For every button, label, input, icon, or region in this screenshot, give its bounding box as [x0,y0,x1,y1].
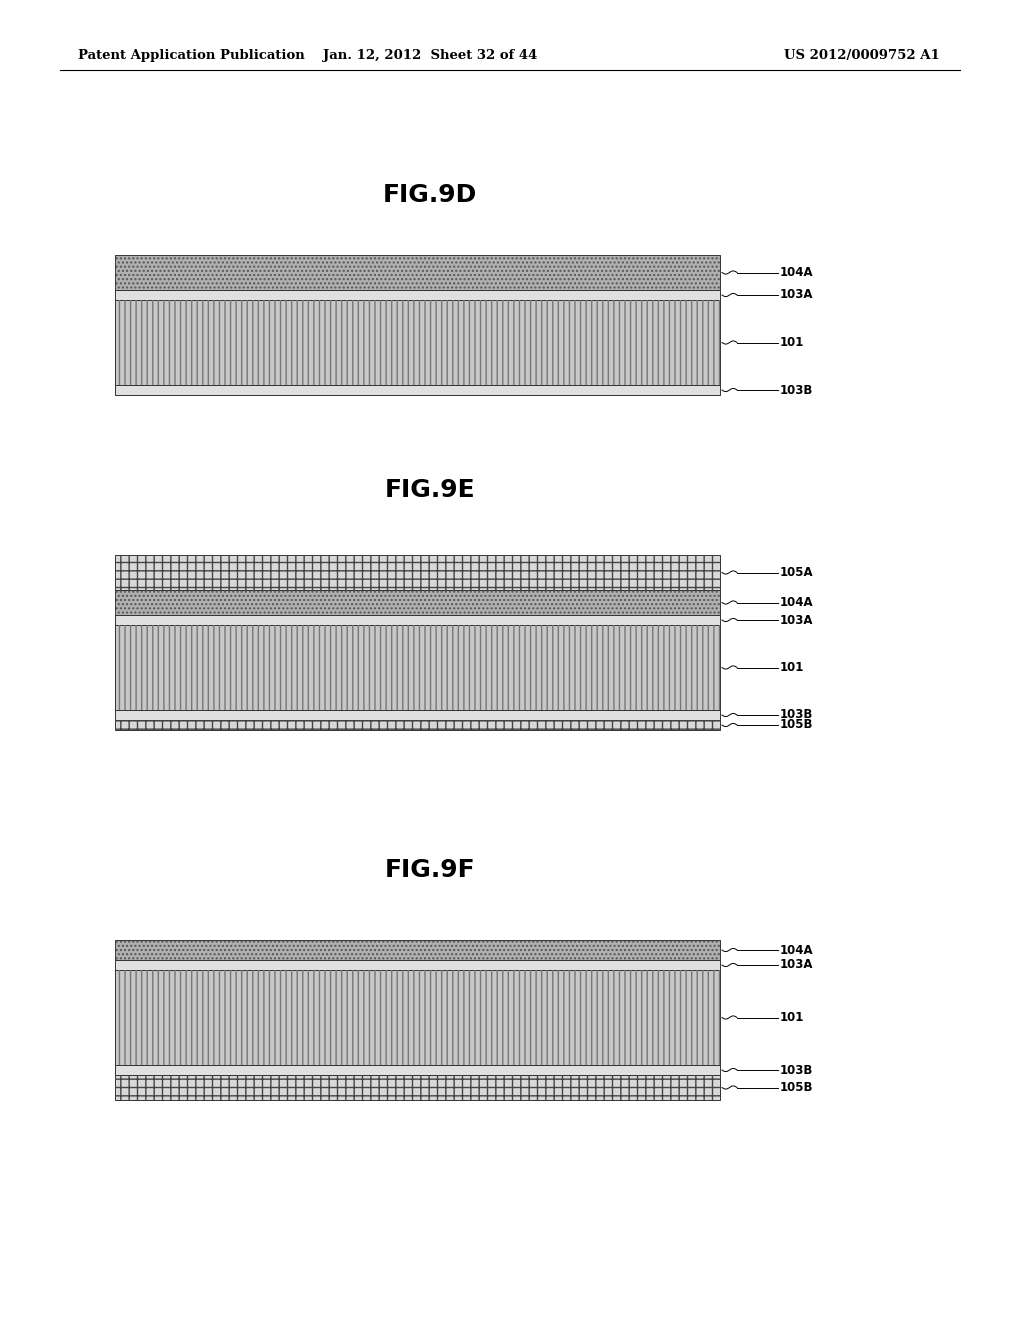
Text: 103A: 103A [780,958,813,972]
Bar [115,590,720,615]
Text: 104A: 104A [780,944,814,957]
Bar [115,970,720,1065]
Bar [115,1074,720,1100]
Bar [115,554,720,590]
Bar [115,719,720,730]
Bar [115,940,720,960]
Text: FIG.9E: FIG.9E [385,478,475,502]
Bar [115,710,720,719]
Text: 105B: 105B [780,718,813,731]
Bar [115,940,720,960]
Bar [115,255,720,290]
Text: FIG.9F: FIG.9F [385,858,475,882]
Text: 103B: 103B [780,384,813,396]
Text: 105A: 105A [780,566,814,579]
Bar [115,970,720,1065]
Text: 101: 101 [780,1011,805,1024]
Text: 103B: 103B [780,1064,813,1077]
Text: Jan. 12, 2012  Sheet 32 of 44: Jan. 12, 2012 Sheet 32 of 44 [323,49,538,62]
Text: FIG.9D: FIG.9D [383,183,477,207]
Bar [115,300,720,385]
Bar [115,300,720,385]
Text: 104A: 104A [780,267,814,279]
Bar [115,624,720,710]
Bar [115,290,720,300]
Bar [115,255,720,290]
Bar [115,615,720,624]
Text: 101: 101 [780,337,805,348]
Text: 103A: 103A [780,614,813,627]
Bar [115,385,720,395]
Bar [115,960,720,970]
Text: 105B: 105B [780,1081,813,1094]
Bar [115,719,720,730]
Text: 104A: 104A [780,597,814,609]
Bar [115,1074,720,1100]
Bar [115,590,720,615]
Bar [115,624,720,710]
Bar [115,1065,720,1074]
Bar [115,554,720,590]
Text: 103B: 103B [780,709,813,722]
Text: US 2012/0009752 A1: US 2012/0009752 A1 [784,49,940,62]
Text: 101: 101 [780,661,805,675]
Text: Patent Application Publication: Patent Application Publication [78,49,305,62]
Text: 103A: 103A [780,289,813,301]
